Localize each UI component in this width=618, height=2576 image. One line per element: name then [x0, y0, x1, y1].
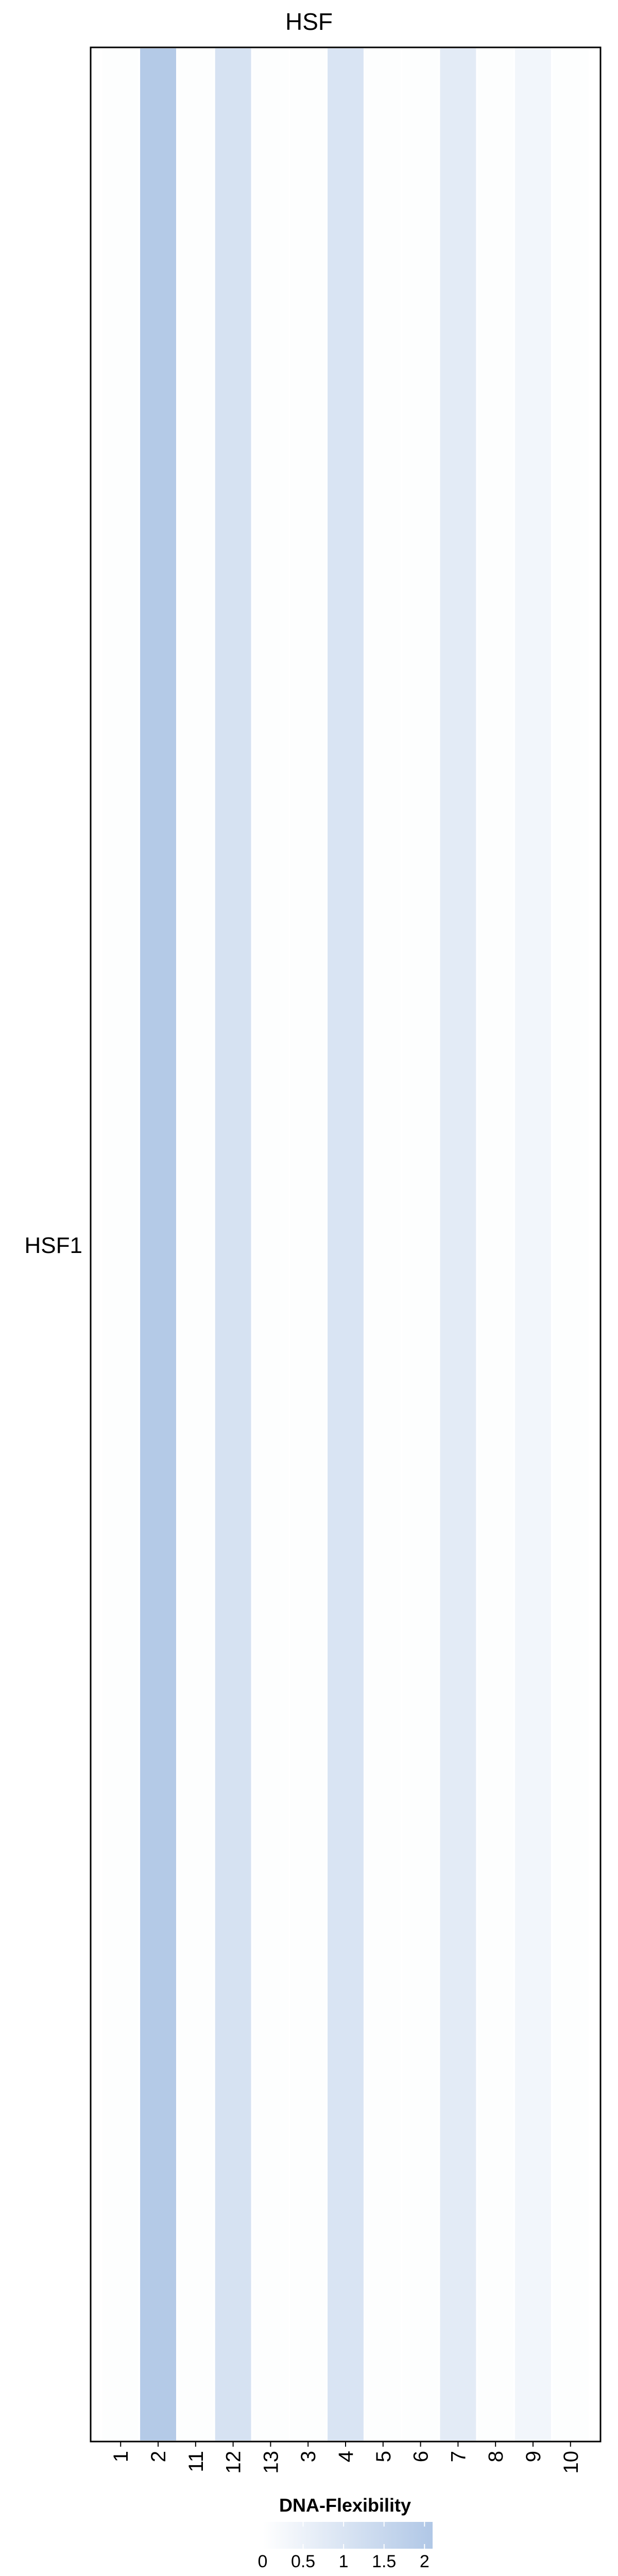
legend-tick-label: 1 — [339, 2552, 349, 2571]
row-label: HSF1 — [25, 1233, 82, 1258]
x-tick-label: 11 — [185, 2451, 208, 2472]
legend-color-bar — [263, 2522, 433, 2549]
heatmap-cell-col-8 — [477, 48, 514, 2441]
x-axis-ticks: 1 2 11 12 13 3 4 5 6 7 8 9 10 — [110, 2442, 582, 2474]
heatmap-cell-col-3 — [290, 48, 327, 2441]
legend-tick-label: 1.5 — [372, 2552, 396, 2571]
x-tick-label: 9 — [522, 2451, 545, 2462]
legend-tick-label: 0.5 — [291, 2552, 315, 2571]
x-tick-label: 10 — [560, 2451, 582, 2474]
x-tick-label: 4 — [335, 2451, 357, 2462]
x-tick-label: 6 — [410, 2451, 433, 2462]
heatmap-cell-col-4 — [328, 48, 364, 2441]
x-tick-label: 3 — [297, 2451, 320, 2462]
chart-title: HSF — [285, 8, 333, 35]
color-legend: 0 0.5 1 1.5 2 — [258, 2522, 433, 2571]
heatmap-cell-col-13 — [252, 48, 289, 2441]
x-tick-label: 7 — [447, 2451, 470, 2462]
x-tick-label: 5 — [372, 2451, 395, 2462]
x-tick-label: 2 — [147, 2451, 170, 2462]
heatmap-cell-col-1 — [102, 48, 139, 2441]
heatmap-cell-col-2 — [140, 48, 176, 2441]
heatmap-cell-col-9 — [515, 48, 551, 2441]
x-tick-label: 13 — [260, 2451, 282, 2474]
heatmap-cell-col-6 — [402, 48, 439, 2441]
x-tick-label: 1 — [110, 2451, 132, 2462]
x-tick-label: 8 — [485, 2451, 507, 2462]
heatmap-cell-col-7 — [440, 48, 476, 2441]
heatmap-cells — [102, 48, 589, 2441]
heatmap-cell-col-11 — [177, 48, 214, 2441]
legend-tick-label: 0 — [258, 2552, 268, 2571]
heatmap-cell-col-12 — [215, 48, 251, 2441]
x-tick-label: 12 — [222, 2451, 245, 2474]
legend-tick-label: 2 — [420, 2552, 430, 2571]
heatmap-cell-col-10 — [552, 48, 589, 2441]
heatmap-cell-col-5 — [365, 48, 401, 2441]
legend-title: DNA-Flexibility — [279, 2495, 411, 2516]
